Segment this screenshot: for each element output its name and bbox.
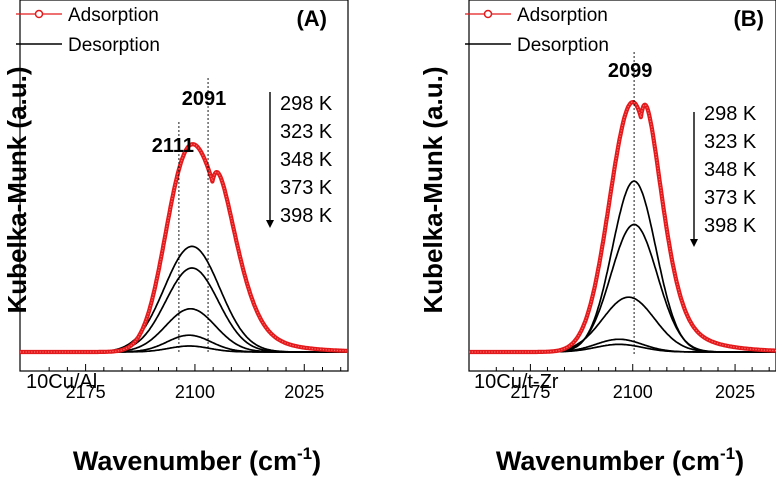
x-axis-label: Wavenumber (cm-1)	[496, 444, 744, 476]
x-axis-label-close: )	[735, 446, 744, 476]
legend-desorption-label: Desorption	[517, 35, 609, 56]
legend-adsorption-marker	[483, 9, 493, 19]
plot-area	[469, 99, 776, 355]
temperature-arrow-head	[690, 239, 698, 247]
temperature-label: 373 K	[704, 187, 757, 209]
x-tick-label: 2025	[284, 382, 324, 402]
x-axis-label-sup: -1	[297, 444, 312, 463]
panel-label: (A)	[296, 6, 327, 31]
x-tick-label: 2025	[715, 382, 755, 402]
adsorption-series-markers	[469, 101, 776, 353]
x-axis-label-sup: -1	[720, 444, 735, 463]
x-axis-label-close: )	[312, 446, 321, 476]
plot-area	[20, 142, 348, 355]
adsorption-series-line	[20, 142, 348, 355]
temperature-label: 298 K	[704, 103, 757, 125]
temperature-label: 298 K	[280, 93, 333, 115]
x-axis-label-main: Wavenumber (cm	[73, 446, 297, 476]
temperature-label: 323 K	[280, 121, 333, 143]
x-tick-label: 2175	[66, 382, 106, 402]
peak-label: 2099	[608, 60, 653, 82]
peak-label: 2111	[152, 135, 194, 157]
x-tick-label: 2100	[613, 382, 653, 402]
temperature-label: 348 K	[280, 149, 333, 171]
legend-adsorption-label: Adsorption	[68, 5, 159, 26]
chart-panel-a: 2175 2100 2025 Kubelka-Munk (a.u.) Wavenumbe…	[2, 0, 349, 476]
x-tick-label: 2175	[510, 382, 550, 402]
temperature-label: 398 K	[704, 215, 757, 237]
peak-label: 2091	[182, 88, 227, 110]
plot-frame	[19, 0, 349, 372]
temperature-label: 398 K	[280, 205, 333, 227]
chart-panel-b: 2175 2100 2025 Kubelka-Munk (a.u.) Wavenumbe…	[418, 0, 776, 476]
temperature-label: 348 K	[704, 159, 757, 181]
x-axis-label-main: Wavenumber (cm	[496, 446, 720, 476]
x-tick-label: 2100	[175, 382, 215, 402]
temperature-label: 323 K	[704, 131, 757, 153]
legend-desorption-label: Desorption	[68, 35, 160, 56]
legend-adsorption-marker	[34, 9, 44, 19]
adsorption-series-markers	[20, 143, 348, 353]
desorption-series-line	[469, 223, 776, 353]
desorption-series-line	[20, 334, 348, 353]
legend-adsorption-label: Adsorption	[517, 5, 608, 26]
temperature-arrow-head	[266, 220, 274, 228]
temperature-label: 373 K	[280, 177, 333, 199]
sample-label: 10Cu/t-Zr	[474, 371, 559, 393]
panel-label: (B)	[733, 6, 764, 31]
plot-frame	[468, 0, 776, 372]
y-axis-label: Kubelka-Munk (a.u.)	[2, 66, 32, 313]
x-axis-label: Wavenumber (cm-1)	[73, 444, 321, 476]
y-axis-label: Kubelka-Munk (a.u.)	[418, 66, 448, 313]
sample-label: 10Cu/Al	[26, 371, 97, 393]
